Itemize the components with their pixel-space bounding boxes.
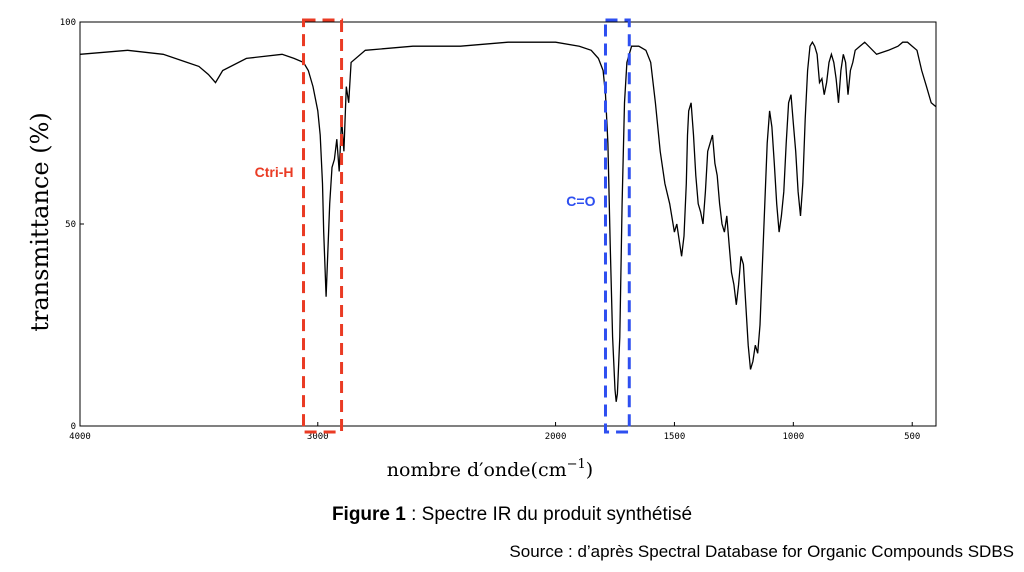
- x-tick-label: 4000: [69, 432, 91, 442]
- x-tick-label: 500: [904, 432, 920, 442]
- figure-caption: Figure 1 : Spectre IR du produit synthét…: [0, 504, 1024, 526]
- x-axis-label: nombre d′onde(cm−1): [387, 457, 593, 481]
- x-tick-label: 1000: [782, 432, 804, 442]
- x-axis-label-exponent: −1: [567, 457, 586, 472]
- annotation-label-1: C=O: [566, 193, 595, 209]
- x-tick-label: 2000: [545, 432, 567, 442]
- annotation-box-1: [603, 18, 631, 434]
- x-axis-label-unit: (cm: [531, 459, 567, 481]
- x-axis-label-main: nombre d′onde: [387, 459, 531, 481]
- annotation-box-0: [302, 18, 344, 434]
- y-tick-label: 0: [71, 422, 76, 432]
- annotation-label-0: Ctri-H: [255, 164, 294, 180]
- figure-label: Figure 1: [331, 504, 406, 525]
- figure-text: : Spectre IR du produit synthétisé: [405, 504, 693, 525]
- x-tick-label: 3000: [307, 432, 329, 442]
- x-tick-label: 1500: [664, 432, 686, 442]
- x-axis-label-close: ): [586, 459, 593, 481]
- ir-spectrum-chart: 0 50 100 4000 3000 2000 1500 1000 500 Ctri-H C=O…: [26, 18, 937, 481]
- y-tick-label: 50: [65, 220, 76, 230]
- spectrum-line: [79, 40, 937, 402]
- source-note: Source : d’après Spectral Database for O…: [509, 542, 1014, 561]
- y-tick-label: 100: [60, 18, 76, 28]
- y-axis-label: transmittance (%): [26, 112, 54, 332]
